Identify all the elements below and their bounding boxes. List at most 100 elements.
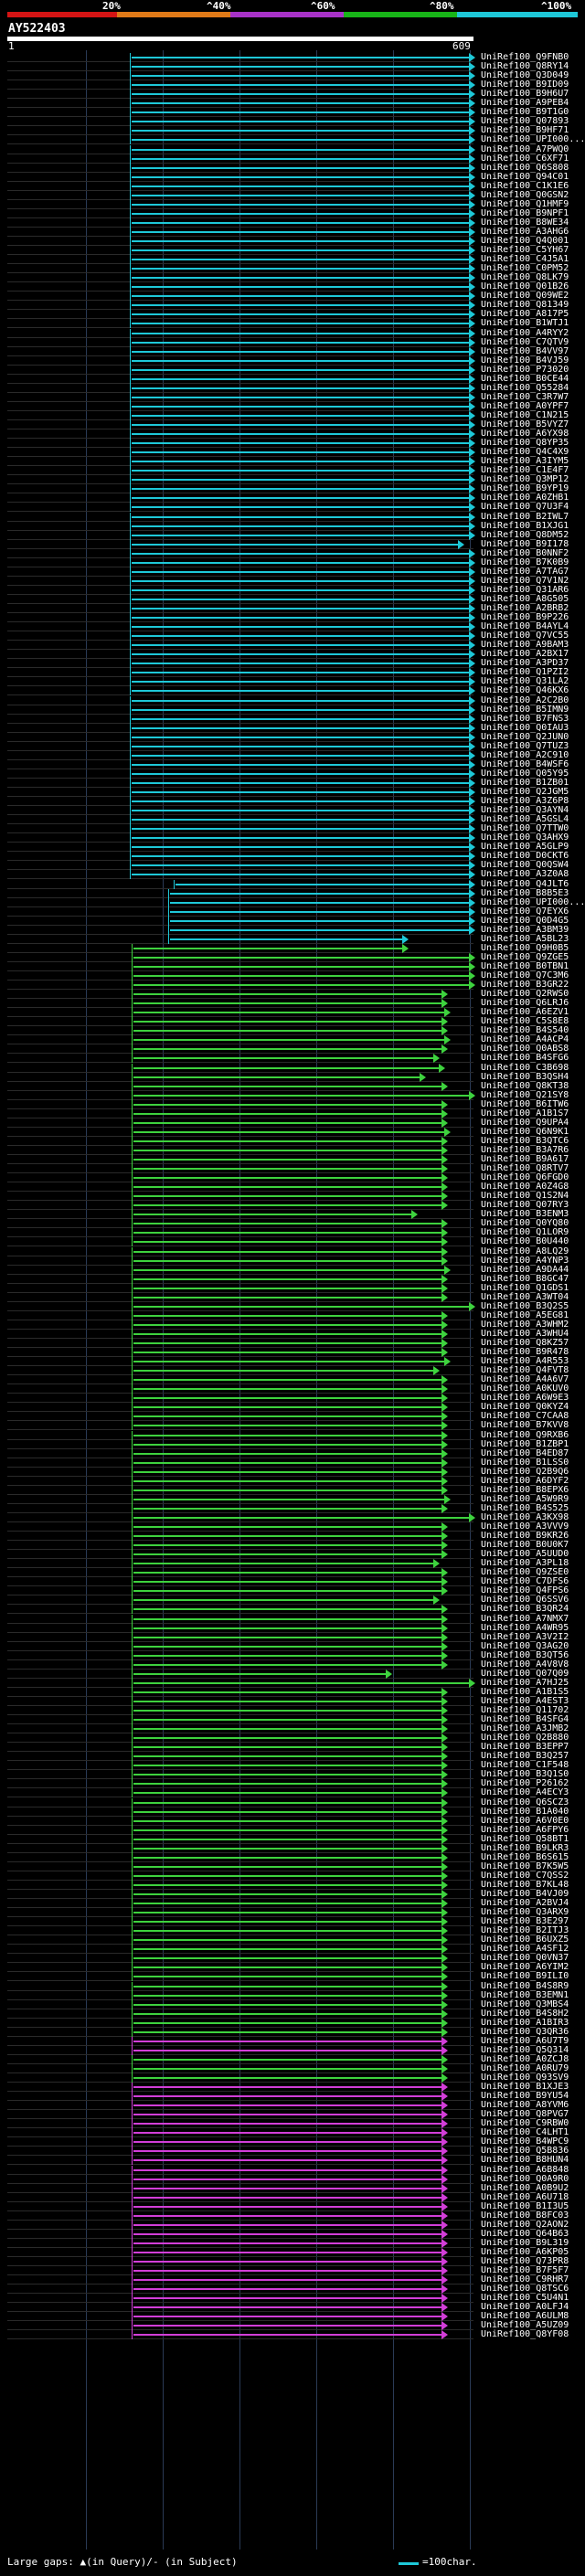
hit-label[interactable]: UniRef100_Q0YQ80: [481, 1218, 569, 1228]
hit-bar[interactable]: [132, 1468, 449, 1477]
hit-label[interactable]: UniRef100_A0B9U2: [481, 2183, 569, 2193]
hit-label[interactable]: UniRef100_A4ECY3: [481, 1787, 569, 1797]
hit-bar[interactable]: [132, 1082, 449, 1091]
hit-bar[interactable]: [130, 769, 475, 779]
hit-bar[interactable]: [132, 999, 449, 1008]
hit-bar[interactable]: [130, 779, 475, 788]
hit-label[interactable]: UniRef100_Q4Q001: [481, 236, 569, 246]
hit-bar[interactable]: [130, 173, 475, 182]
hit-label[interactable]: UniRef100_A3Z0A8: [481, 869, 569, 879]
hit-label[interactable]: UniRef100_C5S8E8: [481, 1016, 569, 1026]
hit-label[interactable]: UniRef100_A817P5: [481, 309, 569, 319]
hit-label[interactable]: UniRef100_Q3QR36: [481, 2027, 569, 2037]
hit-label[interactable]: UniRef100_B7FNS3: [481, 714, 569, 724]
hit-bar[interactable]: [130, 522, 475, 531]
hit-bar[interactable]: [132, 1972, 449, 1981]
hit-label[interactable]: UniRef100_A6B848: [481, 2165, 569, 2175]
hit-bar[interactable]: [132, 1633, 449, 1642]
hit-bar[interactable]: [132, 1128, 452, 1137]
hit-bar[interactable]: [130, 264, 475, 273]
hit-label[interactable]: UniRef100_A0Z4G8: [481, 1182, 569, 1192]
hit-bar[interactable]: [132, 1375, 449, 1384]
hit-label[interactable]: UniRef100_A4YNP3: [481, 1256, 569, 1266]
hit-label[interactable]: UniRef100_Q0GSN2: [481, 190, 569, 200]
hit-bar[interactable]: [132, 2248, 449, 2257]
hit-bar[interactable]: [132, 1779, 449, 1788]
hit-bar[interactable]: [132, 2303, 449, 2312]
hit-bar[interactable]: [130, 90, 475, 99]
hit-bar[interactable]: [132, 2211, 449, 2221]
hit-label[interactable]: UniRef100_Q3MP12: [481, 474, 569, 484]
hit-bar[interactable]: [132, 1017, 449, 1026]
hit-bar[interactable]: [132, 2156, 449, 2165]
hit-label[interactable]: UniRef100_Q93SV9: [481, 2072, 569, 2083]
hit-label[interactable]: UniRef100_C4J5A1: [481, 254, 569, 264]
hit-bar[interactable]: [130, 108, 475, 117]
hit-label[interactable]: UniRef100_A6U7T9: [481, 2036, 569, 2046]
hit-bar[interactable]: [132, 2009, 449, 2019]
hit-bar[interactable]: [168, 935, 410, 944]
hit-label[interactable]: UniRef100_UPI000...: [481, 134, 585, 144]
hit-label[interactable]: UniRef100_A7NMX7: [481, 1614, 569, 1624]
hit-label[interactable]: UniRef100_C1E4F7: [481, 465, 569, 475]
hit-bar[interactable]: [132, 1311, 449, 1320]
hit-label[interactable]: UniRef100_Q6S808: [481, 163, 569, 173]
hit-label[interactable]: UniRef100_Q0KYZ4: [481, 1402, 569, 1412]
hit-bar[interactable]: [132, 1275, 449, 1284]
hit-label[interactable]: UniRef100_C7QSS2: [481, 1871, 569, 1881]
hit-label[interactable]: UniRef100_Q6SSV6: [481, 1595, 569, 1605]
hit-label[interactable]: UniRef100_A3V2I2: [481, 1632, 569, 1642]
hit-bar[interactable]: [132, 1559, 440, 1568]
hit-label[interactable]: UniRef100_P26162: [481, 1778, 569, 1788]
hit-label[interactable]: UniRef100_Q09WE2: [481, 291, 569, 301]
hit-bar[interactable]: [132, 1366, 440, 1375]
hit-label[interactable]: UniRef100_Q2JGM5: [481, 787, 569, 797]
hit-label[interactable]: UniRef100_Q8RTV7: [481, 1163, 569, 1173]
hit-bar[interactable]: [132, 1982, 449, 1991]
hit-label[interactable]: UniRef100_A6KP05: [481, 2247, 569, 2257]
hit-label[interactable]: UniRef100_B3A7R6: [481, 1145, 569, 1155]
hit-bar[interactable]: [132, 1044, 449, 1054]
hit-label[interactable]: UniRef100_Q7TUZ3: [481, 741, 569, 751]
hit-bar[interactable]: [132, 2275, 449, 2284]
hit-bar[interactable]: [132, 2257, 449, 2266]
hit-bar[interactable]: [132, 2055, 449, 2064]
hit-label[interactable]: UniRef100_A3WHM2: [481, 1320, 569, 1330]
hit-bar[interactable]: [132, 1724, 449, 1733]
hit-bar[interactable]: [130, 724, 475, 733]
hit-bar[interactable]: [130, 393, 475, 402]
hit-bar[interactable]: [130, 604, 475, 613]
hit-bar[interactable]: [130, 237, 475, 246]
hit-bar[interactable]: [168, 889, 475, 898]
hit-label[interactable]: UniRef100_A5GSL4: [481, 814, 569, 824]
hit-bar[interactable]: [132, 1486, 449, 1495]
hit-bar[interactable]: [132, 1421, 449, 1430]
hit-bar[interactable]: [132, 1642, 449, 1651]
hit-bar[interactable]: [130, 411, 475, 420]
hit-bar[interactable]: [168, 907, 475, 917]
hit-bar[interactable]: [132, 1844, 449, 1853]
hit-bar[interactable]: [132, 2330, 449, 2339]
hit-label[interactable]: UniRef100_A6W9E3: [481, 1393, 569, 1403]
hit-bar[interactable]: [132, 1026, 449, 1035]
hit-label[interactable]: UniRef100_A3PL18: [481, 1558, 569, 1568]
hit-label[interactable]: UniRef100_C5YH67: [481, 245, 569, 255]
hit-bar[interactable]: [130, 301, 475, 310]
hit-bar[interactable]: [132, 1201, 449, 1210]
hit-label[interactable]: UniRef100_B9ID09: [481, 80, 569, 90]
hit-bar[interactable]: [132, 1733, 449, 1743]
hit-bar[interactable]: [132, 2294, 449, 2303]
hit-bar[interactable]: [132, 1495, 452, 1504]
hit-label[interactable]: UniRef100_Q2B9Q6: [481, 1467, 569, 1477]
hit-bar[interactable]: [130, 715, 475, 724]
hit-label[interactable]: UniRef100_Q01B26: [481, 281, 569, 292]
hit-bar[interactable]: [130, 861, 475, 870]
hit-bar[interactable]: [130, 677, 475, 686]
hit-label[interactable]: UniRef100_Q11702: [481, 1705, 569, 1715]
hit-bar[interactable]: [130, 282, 475, 292]
hit-label[interactable]: UniRef100_A0ZHB1: [481, 493, 569, 503]
hit-bar[interactable]: [130, 338, 475, 347]
hit-bar[interactable]: [130, 788, 475, 797]
hit-bar[interactable]: [132, 1963, 449, 1972]
hit-bar[interactable]: [130, 164, 475, 173]
